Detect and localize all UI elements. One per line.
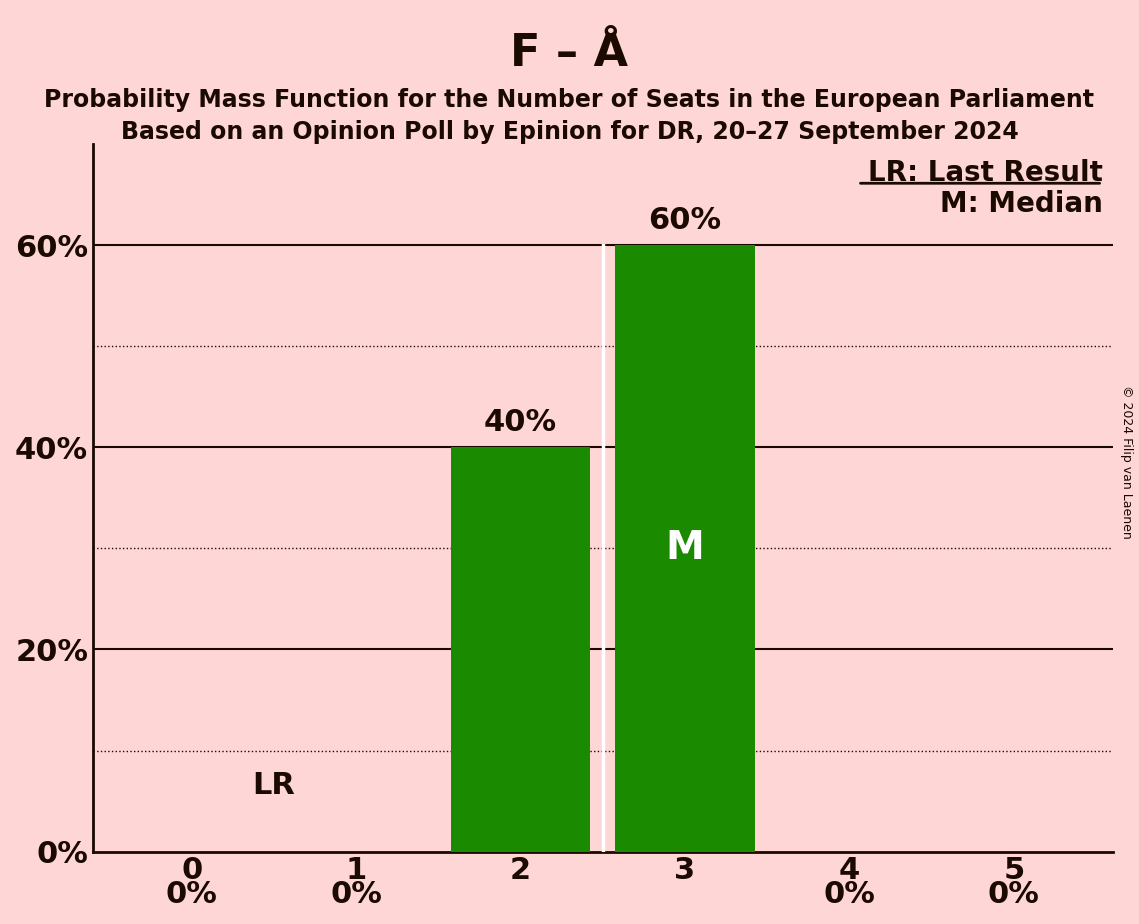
Text: 0%: 0% xyxy=(823,880,876,909)
Text: Based on an Opinion Poll by Epinion for DR, 20–27 September 2024: Based on an Opinion Poll by Epinion for … xyxy=(121,120,1018,144)
Bar xyxy=(451,447,590,852)
Text: 40%: 40% xyxy=(484,408,557,437)
Text: 0%: 0% xyxy=(330,880,382,909)
Text: 0%: 0% xyxy=(988,880,1040,909)
Text: M: M xyxy=(665,529,704,567)
Bar xyxy=(615,246,755,852)
Text: Probability Mass Function for the Number of Seats in the European Parliament: Probability Mass Function for the Number… xyxy=(44,88,1095,112)
Text: © 2024 Filip van Laenen: © 2024 Filip van Laenen xyxy=(1121,385,1133,539)
Text: F – Å: F – Å xyxy=(510,32,629,76)
Text: M: Median: M: Median xyxy=(940,190,1103,218)
Text: LR: LR xyxy=(253,772,295,800)
Text: LR: Last Result: LR: Last Result xyxy=(868,159,1103,187)
Text: 60%: 60% xyxy=(648,206,722,236)
Text: 0%: 0% xyxy=(165,880,218,909)
